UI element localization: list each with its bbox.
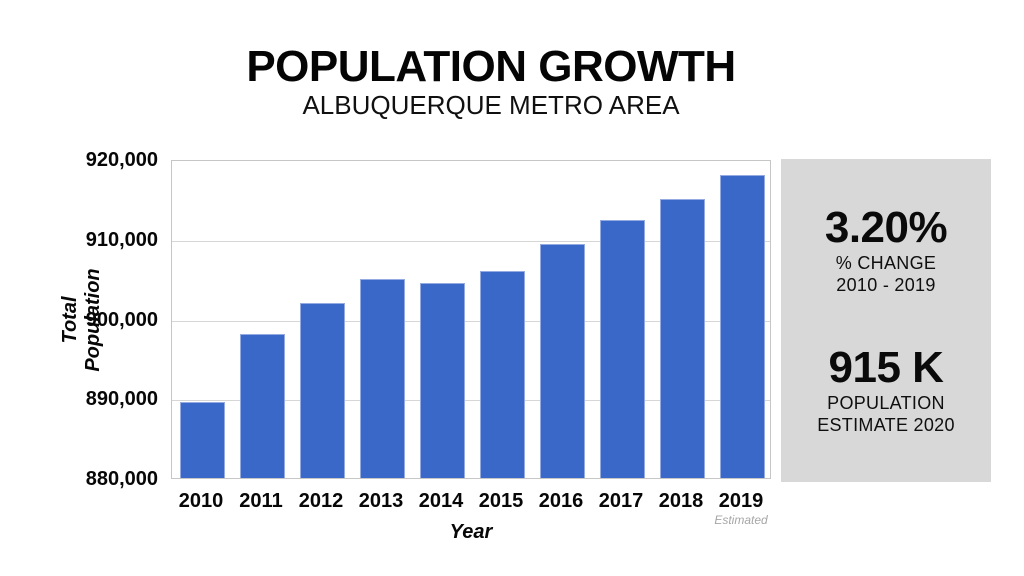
chart-title: POPULATION GROWTH bbox=[246, 42, 736, 91]
x-tick-label-2017: 2017 bbox=[598, 490, 644, 512]
population-estimate-label-line2: ESTIMATE 2020 bbox=[817, 415, 955, 435]
x-tick-label-2012: 2012 bbox=[298, 490, 344, 512]
bar-2010 bbox=[179, 402, 225, 478]
bar-2016 bbox=[539, 244, 585, 478]
bar-2011 bbox=[239, 334, 285, 478]
x-tick-label-2014: 2014 bbox=[418, 490, 464, 512]
percent-change-label-line1: % CHANGE bbox=[835, 253, 937, 273]
population-estimate-value: 915 K bbox=[828, 343, 944, 392]
percent-change-value: 3.20% bbox=[824, 203, 948, 252]
y-tick-label-890000: 890,000 bbox=[85, 388, 158, 411]
x-axis-title: Year bbox=[449, 521, 493, 543]
bar-chart-plot-area bbox=[171, 160, 771, 479]
x-tick-label-2019: 2019 bbox=[718, 490, 764, 512]
bar-2015 bbox=[479, 270, 525, 478]
y-tick-label-900000: 900,000 bbox=[85, 308, 158, 331]
x-tick-label-2010: 2010 bbox=[178, 490, 224, 512]
bar-2018 bbox=[659, 198, 705, 478]
percent-change-stat: 3.20% % CHANGE 2010 - 2019 bbox=[781, 204, 991, 296]
percent-change-label-line2: 2010 - 2019 bbox=[836, 275, 936, 295]
bar-2019 bbox=[719, 174, 765, 478]
x-tick-label-2018: 2018 bbox=[658, 490, 704, 512]
population-estimate-stat: 915 K POPULATION ESTIMATE 2020 bbox=[781, 344, 991, 436]
chart-subtitle: ALBUQUERQUE METRO AREA bbox=[302, 90, 680, 120]
estimated-footnote: Estimated bbox=[714, 513, 768, 527]
population-estimate-label-line1: POPULATION bbox=[827, 393, 945, 413]
y-tick-label-920000: 920,000 bbox=[85, 149, 158, 171]
y-tick-label-910000: 910,000 bbox=[85, 228, 158, 251]
stats-panel: 3.20% % CHANGE 2010 - 2019 915 K POPULAT… bbox=[781, 159, 991, 482]
gridline-890000 bbox=[172, 400, 770, 402]
bar-2014 bbox=[419, 282, 465, 478]
bar-2012 bbox=[299, 302, 345, 478]
gridline-910000 bbox=[172, 240, 770, 242]
bar-2013 bbox=[359, 278, 405, 478]
gridline-900000 bbox=[172, 320, 770, 322]
x-tick-label-2013: 2013 bbox=[358, 490, 404, 512]
x-tick-label-2015: 2015 bbox=[478, 490, 524, 512]
y-tick-label-880000: 880,000 bbox=[85, 468, 158, 490]
x-tick-label-2016: 2016 bbox=[538, 490, 584, 512]
x-tick-label-2011: 2011 bbox=[239, 490, 283, 512]
bar-2017 bbox=[599, 220, 645, 478]
